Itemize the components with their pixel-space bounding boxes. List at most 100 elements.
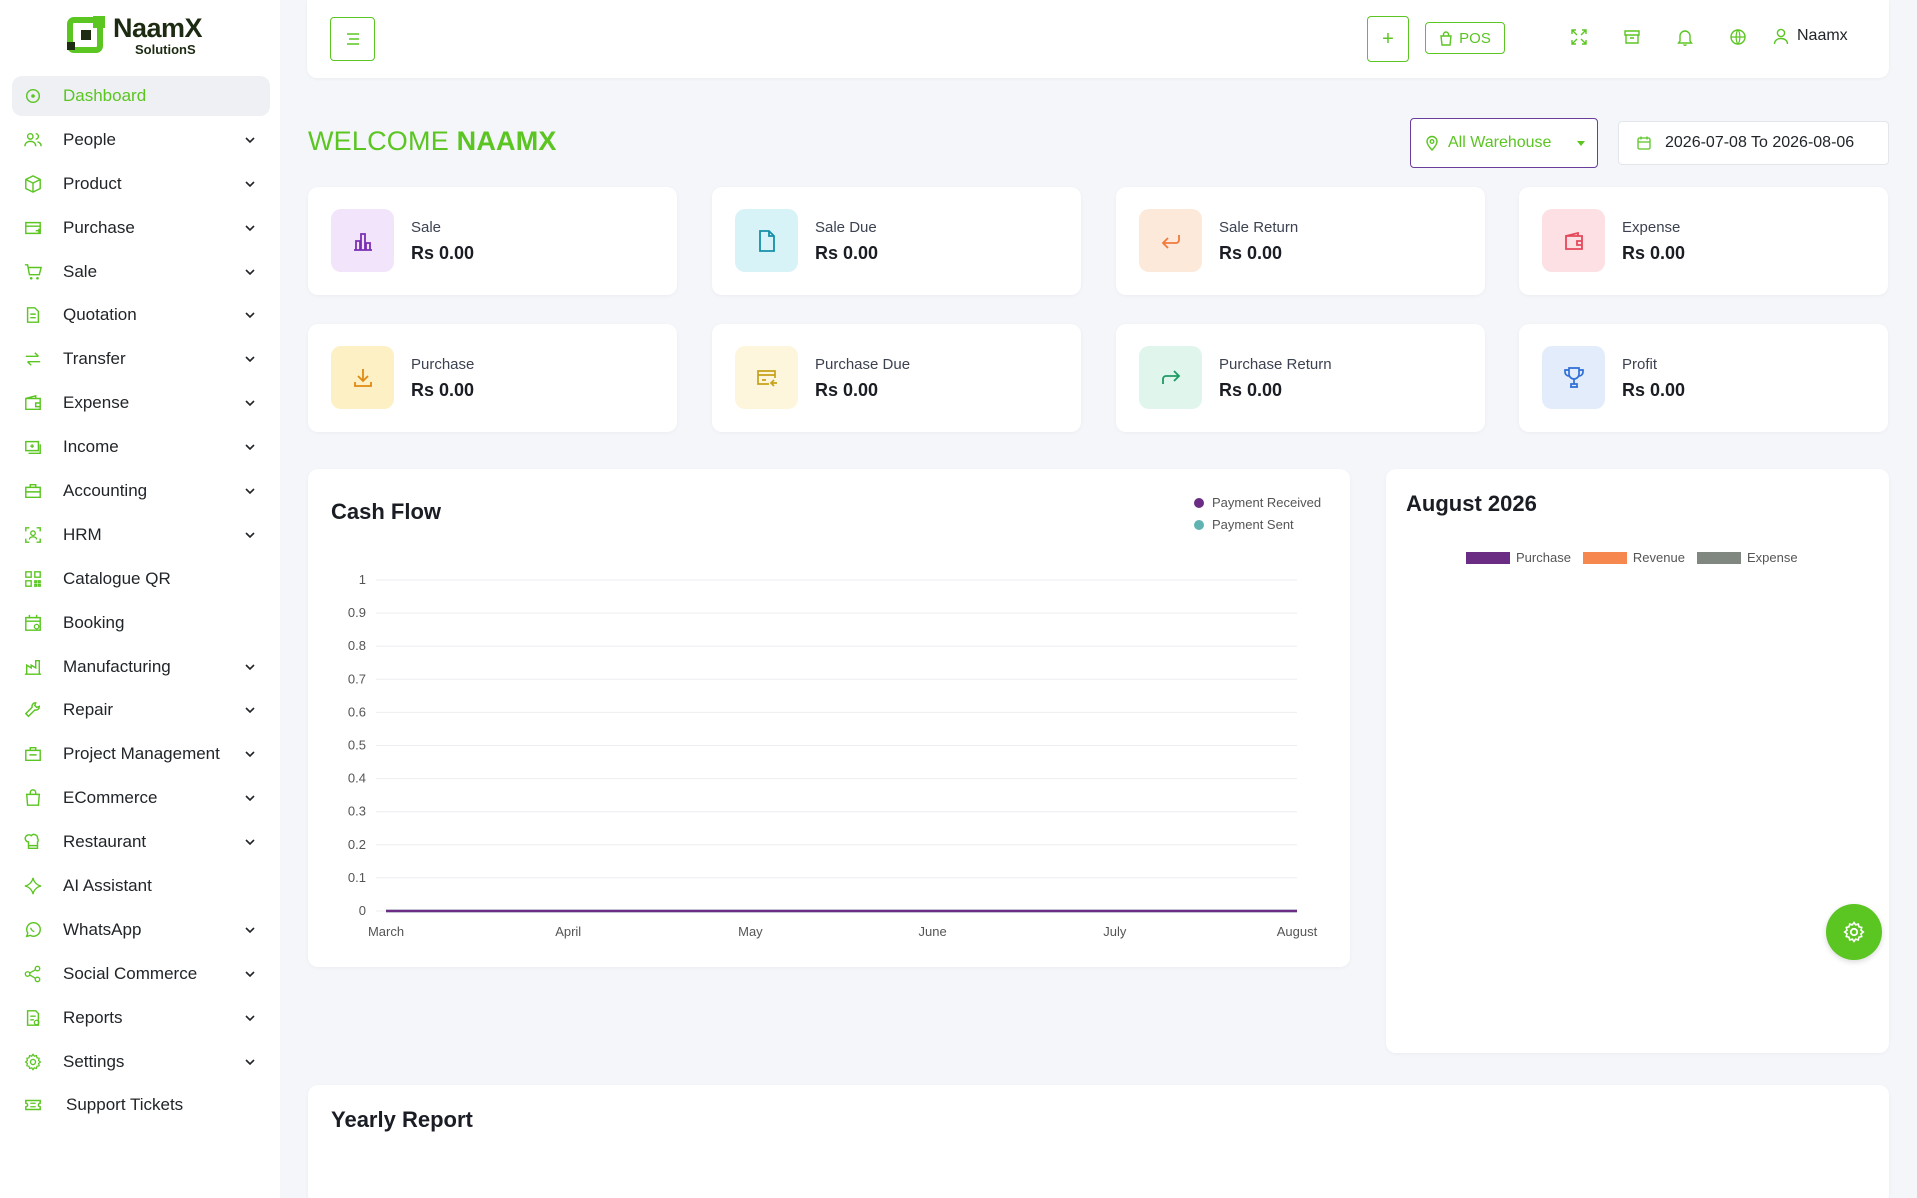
stat-card-purchase-due[interactable]: Purchase Due Rs 0.00 [712,324,1081,432]
legend-label[interactable]: Revenue [1632,550,1685,565]
quotation-icon [22,304,44,326]
pos-label: POS [1459,29,1491,47]
monthly-summary-panel: August 2026 Purchase Revenue Expense [1386,469,1889,1053]
sidebar-item-expense[interactable]: Expense [12,383,270,423]
stat-label: Profit [1622,356,1658,373]
stat-card-profit[interactable]: Profit Rs 0.00 [1519,324,1888,432]
sidebar-item-transfer[interactable]: Transfer [12,339,270,379]
brand-sub: SolutionS [135,41,196,57]
sidebar-item-booking[interactable]: Booking [12,603,270,643]
sidebar-item-label: Support Tickets [66,1095,184,1115]
chevron-down-icon [242,922,258,938]
brand-name: NaamX [113,12,203,43]
stat-card-sale-due[interactable]: Sale Due Rs 0.00 [712,187,1081,295]
chevron-down-icon [242,176,258,192]
chevron-down-icon [242,659,258,675]
x-tick-label: March [368,924,404,939]
sidebar-item-project-management[interactable]: Project Management [12,734,270,774]
sidebar-item-whatsapp[interactable]: WhatsApp [12,910,270,950]
chevron-down-icon [242,790,258,806]
legend-swatch [1696,551,1741,564]
chef-hat-icon [22,831,44,853]
download-icon [353,368,372,387]
date-range-picker[interactable]: 2026-07-08 To 2026-08-06 [1618,121,1889,165]
sidebar-item-dashboard[interactable]: Dashboard [12,76,270,116]
welcome-name: NAAMX [456,126,557,156]
fullscreen-icon[interactable] [1569,27,1589,47]
welcome-prefix: WELCOME [308,126,457,156]
trophy-icon [1563,366,1584,388]
settings-fab-button[interactable] [1826,904,1882,960]
sidebar-item-ecommerce[interactable]: ECommerce [12,778,270,818]
chevron-down-icon [242,220,258,236]
chevron-down-icon [242,483,258,499]
factory-icon [22,656,44,678]
return-arrow-icon [1161,234,1180,249]
user-menu[interactable]: Naamx [1773,27,1848,45]
sidebar-item-quotation[interactable]: Quotation [12,295,270,335]
legend-item[interactable]: Payment Received [1194,495,1321,510]
chevron-down-icon [242,746,258,762]
chevron-down-icon [242,1010,258,1026]
menu-toggle-button[interactable] [330,17,375,61]
transfer-icon [22,348,44,370]
y-tick-label: 0.5 [348,738,366,753]
sidebar-item-people[interactable]: People [12,120,270,160]
sidebar-item-label: WhatsApp [63,919,142,939]
card-arrow-icon [756,369,777,387]
sidebar-item-ai-assistant[interactable]: AI Assistant [12,866,270,906]
sidebar-item-settings[interactable]: Settings [12,1042,270,1082]
x-tick-label: May [738,924,763,939]
sidebar-item-accounting[interactable]: Accounting [12,471,270,511]
sidebar-item-hrm[interactable]: HRM [12,515,270,555]
sidebar-item-reports[interactable]: Reports [12,998,270,1038]
sidebar-item-income[interactable]: Income [12,427,270,467]
stat-card-purchase[interactable]: Purchase Rs 0.00 [308,324,677,432]
sidebar-item-repair[interactable]: Repair [12,690,270,730]
sidebar-item-label: Booking [63,612,125,632]
y-tick-label: 0.4 [348,771,366,786]
shopping-bag-icon [22,787,44,809]
quick-add-button[interactable]: + [1367,16,1409,62]
warehouse-select[interactable]: All Warehouse [1410,118,1598,168]
stat-icon-bg [1139,209,1202,272]
legend-item[interactable]: Payment Sent [1194,517,1294,532]
sidebar-item-label: Catalogue QR [63,568,171,588]
sidebar-item-purchase[interactable]: Purchase [12,208,270,248]
stat-value: Rs 0.00 [815,380,879,400]
globe-icon[interactable] [1728,27,1748,47]
sidebar-item-support-tickets[interactable]: Support Tickets [12,1085,270,1125]
bell-icon[interactable] [1675,27,1695,47]
y-tick-label: 0.7 [348,671,366,686]
date-range-value: 2026-07-08 To 2026-08-06 [1665,134,1855,151]
archive-icon[interactable] [1622,27,1642,47]
brand-logo[interactable]: NaamX SolutionS [67,12,217,58]
y-tick-label: 0.3 [348,804,366,819]
location-pin-icon [1426,135,1438,151]
chevron-down-icon [242,395,258,411]
chevron-down-icon [242,351,258,367]
stat-card-expense[interactable]: Expense Rs 0.00 [1519,187,1888,295]
stat-card-purchase-return[interactable]: Purchase Return Rs 0.00 [1116,324,1485,432]
sidebar-item-label: Restaurant [63,832,147,852]
cash-flow-chart: 0 0.1 0.2 0.3 0.4 0.5 0.6 0.7 0.8 0.9 1 March April M… [348,572,1318,939]
sidebar-item-manufacturing[interactable]: Manufacturing [12,647,270,687]
stat-card-sale-return[interactable]: Sale Return Rs 0.00 [1116,187,1485,295]
legend-label[interactable]: Expense [1746,550,1798,565]
calendar-icon [22,612,44,634]
sidebar-item-sale[interactable]: Sale [12,252,270,292]
legend-label: Payment Sent [1212,517,1294,532]
sidebar-item-social-commerce[interactable]: Social Commerce [12,954,270,994]
stat-card-sale[interactable]: Sale Rs 0.00 [308,187,677,295]
sidebar-item-restaurant[interactable]: Restaurant [12,822,270,862]
sidebar-item-product[interactable]: Product [12,164,270,204]
warehouse-value: All Warehouse [1448,134,1552,151]
sidebar-item-label: Reports [63,1007,123,1027]
legend-label[interactable]: Purchase [1516,550,1571,565]
sidebar-item-catalogue-qr[interactable]: Catalogue QR [12,559,270,599]
user-name: Naamx [1797,27,1848,44]
x-tick-label: August [1277,924,1318,939]
sidebar-item-label: Dashboard [63,86,147,105]
pos-button[interactable]: POS [1425,22,1505,54]
legend-label: Payment Received [1212,495,1322,510]
